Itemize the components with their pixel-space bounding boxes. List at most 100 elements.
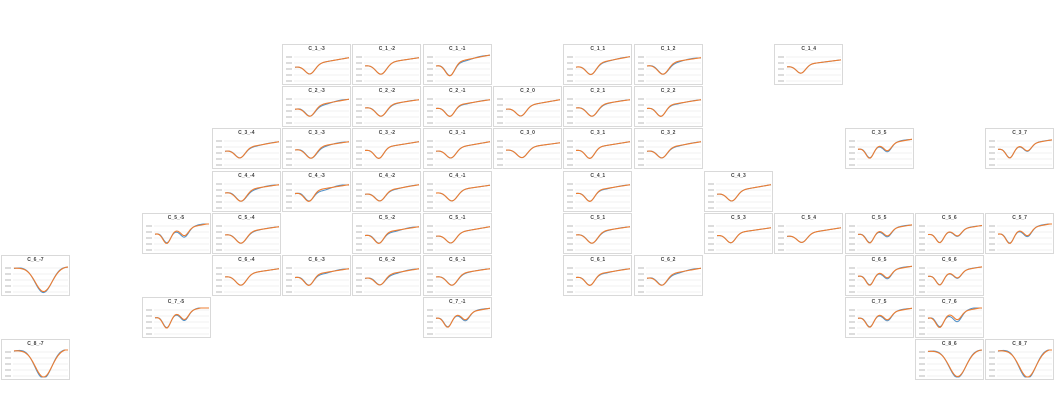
series-line-orange [787, 227, 842, 243]
chart-panel: C_8_6 [914, 339, 984, 381]
chart-plot [989, 223, 1053, 251]
chart-title: C_6_6 [941, 257, 957, 263]
chart-panel: C_3_7 [985, 128, 1055, 170]
chart-plot [497, 141, 561, 166]
chart-panel: C_2_-3 [282, 86, 352, 128]
chart-plot [215, 225, 279, 251]
chart-title: C_2_1 [590, 88, 606, 95]
series-line-blue [716, 227, 771, 244]
chart-panel: C_5_7 [985, 212, 1055, 254]
chart-panel: C_3_-3 [282, 128, 352, 170]
series-line-blue [435, 54, 490, 77]
series-line-orange [224, 183, 279, 202]
chart-title: C_4_-4 [238, 172, 255, 179]
chart-plot [426, 307, 490, 335]
chart-title: C_1_-3 [308, 46, 325, 52]
chart-panel: C_1_-2 [352, 44, 422, 85]
chart-plot [778, 56, 842, 82]
chart-plot [848, 139, 912, 166]
chart-plot [286, 267, 350, 293]
series-line-orange [716, 227, 771, 244]
series-line-orange [927, 266, 982, 286]
series-line-blue [224, 184, 279, 202]
series-line-blue [365, 268, 420, 286]
chart-panel: C_5_-1 [422, 212, 492, 254]
series-line-orange [224, 141, 279, 159]
series-line-orange [224, 225, 279, 244]
series-line-orange [435, 268, 490, 286]
chart-plot [286, 183, 350, 208]
chart-panel: C_4_-4 [211, 170, 281, 212]
series-line-blue [435, 99, 490, 117]
chart-panel: C_7_-1 [422, 297, 492, 339]
series-line-blue [435, 226, 490, 244]
chart-plot [286, 141, 350, 166]
chart-title: C_5_3 [731, 214, 746, 221]
series-line-orange [646, 141, 701, 159]
chart-title: C_5_-4 [238, 214, 255, 221]
chart-title: C_3_5 [871, 130, 887, 137]
chart-panel: C_7_5 [844, 297, 914, 339]
series-line-blue [435, 141, 490, 159]
chart-title: C_6_-2 [378, 257, 396, 263]
series-line-blue [224, 141, 279, 159]
series-line-blue [646, 57, 701, 75]
chart-title: C_4_-2 [378, 172, 396, 179]
chart-plot [637, 267, 701, 293]
chart-title: C_6_-3 [308, 257, 325, 263]
series-line-blue [576, 56, 631, 75]
chart-title: C_7_5 [871, 299, 887, 306]
chart-panel: C_2_-1 [422, 86, 492, 128]
chart-title: C_4_-3 [308, 172, 325, 179]
chart-plot [286, 98, 350, 124]
chart-title: C_2_0 [520, 88, 535, 95]
chart-plot [778, 225, 842, 251]
chart-title: C_2_2 [660, 88, 676, 95]
chart-plot [637, 98, 701, 124]
chart-plot [426, 54, 490, 82]
series-line-orange [365, 57, 420, 75]
chart-title: C_4_3 [731, 172, 746, 179]
chart-panel: C_1_2 [633, 44, 703, 85]
series-line-blue [505, 142, 561, 159]
chart-panel: C_1_1 [563, 44, 633, 85]
chart-title: C_5_7 [1012, 214, 1027, 221]
series-line-blue [576, 226, 631, 244]
series-line-orange [154, 223, 209, 244]
chart-title: C_3_7 [1012, 130, 1027, 137]
series-line-orange [295, 98, 350, 118]
chart-title: C_5_-5 [167, 214, 185, 221]
series-line-orange [576, 99, 631, 117]
series-line-orange [716, 183, 771, 202]
chart-plot [848, 224, 912, 251]
chart-plot [215, 141, 279, 166]
chart-plot [356, 141, 420, 166]
series-line-blue [435, 184, 490, 201]
series-line-blue [365, 99, 420, 117]
chart-plot [356, 98, 420, 124]
series-line-orange [295, 141, 350, 160]
series-line-orange [857, 265, 912, 286]
series-line-blue [927, 307, 982, 328]
chart-panel: C_3_0 [493, 128, 562, 170]
chart-title: C_1_-1 [448, 46, 466, 52]
series-line-blue [576, 183, 631, 202]
series-line-orange [576, 225, 631, 244]
chart-title: C_1_-2 [378, 46, 396, 52]
chart-title: C_5_4 [801, 214, 817, 221]
series-line-orange [435, 307, 490, 328]
chart-title: C_3_-1 [448, 130, 466, 137]
series-line-blue [716, 183, 771, 202]
series-line-orange [365, 183, 420, 202]
series-line-blue [787, 59, 842, 74]
chart-title: C_3_-3 [308, 130, 325, 137]
chart-plot [918, 266, 982, 293]
chart-plot [426, 225, 490, 251]
series-line-orange [576, 183, 631, 202]
chart-panel: C_6_5 [844, 255, 914, 296]
chart-plot [918, 224, 982, 251]
chart-panel: C_6_-3 [282, 255, 352, 296]
chart-title: C_6_-7 [27, 257, 44, 263]
chart-panel: C_4_1 [563, 170, 633, 212]
chart-title: C_3_1 [590, 130, 606, 137]
